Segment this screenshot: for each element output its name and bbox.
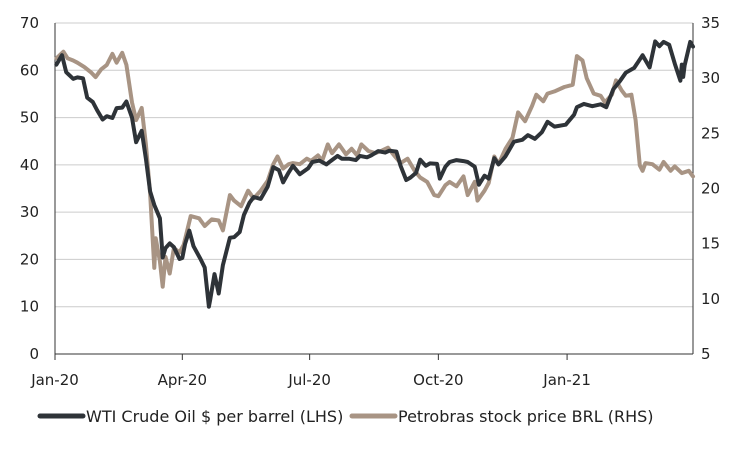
right-tick-label: 10 <box>701 290 720 308</box>
legend: WTI Crude Oil $ per barrel (LHS) Petrobra… <box>37 407 654 426</box>
legend-label-wti: WTI Crude Oil $ per barrel (LHS) <box>86 407 343 426</box>
gridlines <box>55 22 693 308</box>
right-y-axis: 5 10 15 20 25 30 35 <box>692 14 720 363</box>
left-tick-label: 20 <box>20 250 39 268</box>
left-tick-label: 60 <box>20 61 39 79</box>
left-tick-label: 50 <box>20 109 39 127</box>
series-lines <box>54 39 695 309</box>
x-tick-label: Jan-20 <box>30 371 79 389</box>
x-tick-label: Apr-20 <box>158 371 208 389</box>
right-tick-label: 35 <box>701 14 720 32</box>
right-tick-label: 15 <box>701 235 720 253</box>
left-tick-label: 30 <box>20 203 39 221</box>
left-tick-label: 40 <box>20 156 39 174</box>
petrobras-series-line <box>54 49 695 289</box>
left-tick-label: 70 <box>20 14 39 32</box>
x-tick-label: Oct-20 <box>413 371 463 389</box>
x-tick-label: Jan-21 <box>542 371 591 389</box>
right-tick-label: 25 <box>701 124 720 142</box>
legend-label-petrobras: Petrobras stock price BRL (RHS) <box>398 407 654 426</box>
right-tick-label: 5 <box>701 345 711 363</box>
left-tick-label: 0 <box>29 345 39 363</box>
x-axis: Jan-20 Apr-20 Jul-20 Oct-20 Jan-21 <box>30 353 693 389</box>
x-tick-label: Jul-20 <box>287 371 331 389</box>
left-y-axis: 0 10 20 30 40 50 60 70 <box>20 14 56 363</box>
wti-series-line <box>54 39 695 309</box>
right-tick-label: 20 <box>701 180 720 198</box>
left-tick-label: 10 <box>20 298 39 316</box>
right-tick-label: 30 <box>701 69 720 87</box>
